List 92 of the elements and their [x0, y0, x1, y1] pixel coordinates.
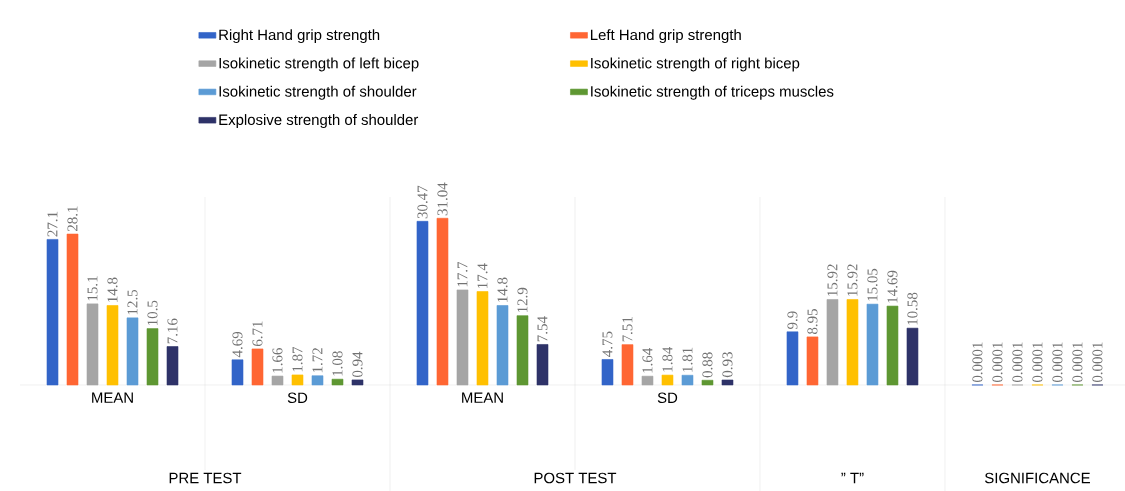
data-label: 14.8 — [497, 277, 508, 302]
bar — [106, 305, 119, 386]
x-tick-label: SD — [657, 392, 678, 404]
bar — [496, 305, 509, 386]
bar — [66, 233, 79, 386]
data-label: 0.0001 — [1032, 342, 1043, 383]
bar — [86, 303, 99, 386]
data-label: 1.81 — [682, 347, 693, 372]
bar — [251, 348, 264, 386]
data-label: 0.0001 — [1012, 342, 1023, 383]
text: POST TEST — [534, 472, 617, 484]
bar — [231, 359, 244, 386]
text: PRE TEST — [169, 472, 242, 484]
data-label: 9.9 — [787, 311, 798, 330]
bar — [351, 379, 364, 386]
bar — [311, 375, 324, 386]
bar — [641, 375, 654, 386]
bar — [126, 317, 139, 386]
bar — [516, 315, 529, 386]
data-label: 17.4 — [477, 263, 488, 288]
bar — [661, 374, 674, 386]
data-label: 0.0001 — [1092, 342, 1103, 383]
data-label: 0.94 — [352, 351, 363, 378]
data-label: 1.64 — [642, 347, 653, 373]
bar — [721, 379, 734, 386]
data-label: 15.1 — [87, 276, 98, 301]
bar — [806, 336, 819, 386]
x-tick-label: MEAN — [92, 392, 133, 403]
bar — [476, 291, 489, 386]
data-label: 10.58 — [907, 292, 918, 325]
x-tick-label: SD — [287, 392, 308, 404]
data-label: 4.75 — [602, 331, 613, 357]
data-label: 4.69 — [232, 331, 243, 358]
data-label: 12.9 — [517, 287, 528, 313]
legend-label: Isokinetic strength of triceps muscles — [591, 85, 834, 100]
data-label: 0.0001 — [1052, 342, 1063, 383]
data-label: 1.87 — [292, 346, 303, 372]
data-label: 7.51 — [622, 317, 633, 342]
data-label: 1.08 — [332, 351, 343, 376]
bar — [786, 331, 799, 386]
data-label: 15.92 — [827, 264, 838, 296]
data-label: 17.7 — [457, 261, 468, 287]
data-label: 14.69 — [887, 270, 898, 303]
bar — [46, 239, 59, 386]
legend-label: Isokinetic strength of shoulder — [219, 85, 417, 100]
data-label: 15.05 — [867, 268, 878, 301]
bar — [681, 374, 694, 386]
bar — [416, 221, 429, 386]
legend-label: Explosive strength of shoulder — [219, 114, 419, 128]
legend-label: Isokinetic strength of left bicep — [219, 57, 419, 72]
data-label: 7.16 — [167, 318, 178, 344]
bar — [826, 299, 839, 386]
legend-label: Isokinetic strength of right bicep — [591, 57, 800, 72]
data-label: 14.8 — [107, 277, 118, 302]
data-label: 0.0001 — [1072, 342, 1083, 383]
data-label: 7.54 — [537, 316, 548, 342]
data-label: 6.71 — [252, 321, 263, 346]
bar — [846, 299, 859, 386]
bar — [601, 359, 614, 386]
data-label: 1.72 — [312, 348, 323, 373]
data-label: 12.5 — [127, 289, 138, 315]
bar — [866, 303, 879, 386]
data-label: 8.95 — [807, 309, 818, 335]
data-label: 0.88 — [702, 352, 713, 378]
data-label: 0.0001 — [972, 342, 983, 383]
bar — [166, 346, 179, 386]
bar — [886, 305, 899, 386]
legend-label: Right Hand grip strength — [219, 29, 380, 44]
data-label: 0.93 — [722, 352, 733, 378]
bar — [621, 344, 634, 386]
bar — [701, 379, 714, 386]
text: SIGNIFICANCE — [984, 472, 1090, 484]
data-label: 27.1 — [47, 211, 58, 237]
data-label: 0.0001 — [992, 342, 1003, 383]
data-label: 1.66 — [272, 348, 283, 373]
bar — [536, 344, 549, 386]
data-label: 1.84 — [662, 346, 673, 372]
data-label: 28.1 — [67, 206, 78, 232]
x-tick-label: MEAN — [462, 392, 503, 403]
text: ” T” — [841, 472, 864, 484]
bar — [146, 328, 159, 386]
data-label: 31.04 — [437, 182, 448, 216]
bar — [331, 378, 344, 386]
bar — [456, 289, 469, 386]
bar — [436, 217, 449, 386]
bar — [906, 327, 919, 386]
bar — [271, 375, 284, 386]
legend-label: Left Hand grip strength — [590, 29, 741, 44]
data-label: 15.92 — [847, 264, 858, 296]
data-label: 30.47 — [417, 185, 428, 219]
data-label: 10.5 — [147, 300, 158, 325]
bar — [291, 374, 304, 386]
